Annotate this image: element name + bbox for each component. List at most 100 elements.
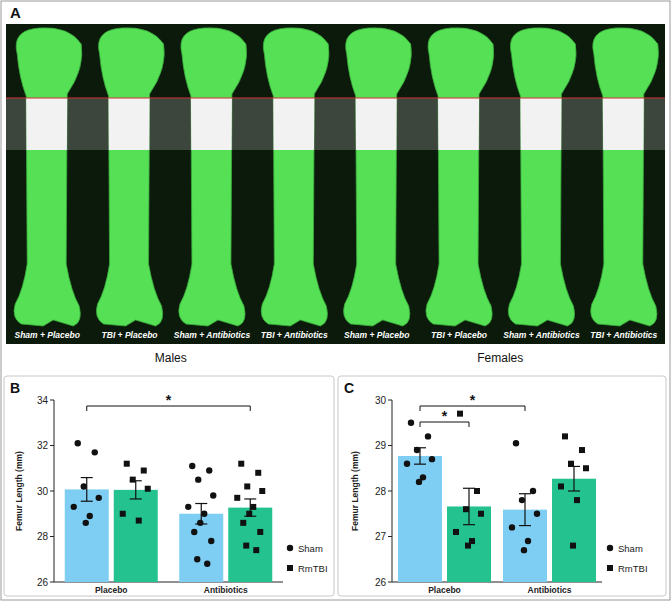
error-bar: [81, 478, 93, 502]
data-point: [255, 470, 261, 476]
femurs: [14, 28, 658, 326]
legend-label: Sham: [618, 543, 643, 554]
error-bar: [519, 494, 531, 526]
data-point: [558, 483, 564, 489]
y-tick-label: 28: [375, 486, 387, 497]
data-point: [259, 488, 265, 494]
femur: [96, 28, 164, 326]
femur: [261, 28, 329, 326]
femur: [426, 28, 494, 326]
error-bar: [244, 499, 256, 516]
femur-band: [179, 98, 247, 150]
caption: Sham + Antibiotics: [174, 330, 251, 340]
error-cap: [414, 464, 426, 465]
error-cap: [81, 501, 93, 502]
caption: TBI + Antibiotics: [261, 330, 328, 340]
bar: [398, 456, 442, 582]
y-tick: [388, 445, 392, 446]
error-cap: [195, 523, 207, 524]
data-point: [453, 529, 459, 535]
bar: [552, 479, 596, 582]
data-point: [189, 463, 195, 469]
panel-frame: [4, 376, 334, 596]
data-point: [509, 524, 515, 530]
plot-area: [65, 440, 273, 582]
y-tick-label: 34: [37, 395, 49, 406]
femur-band: [344, 98, 412, 150]
y-tick: [50, 536, 54, 537]
bar: [114, 490, 158, 582]
data-point: [194, 556, 200, 562]
data-point: [513, 440, 519, 446]
y-tick: [50, 445, 54, 446]
femur-band: [426, 98, 494, 150]
panel-frame: [338, 376, 666, 596]
femur-band: [96, 98, 164, 150]
error-cap: [81, 477, 93, 478]
error-cap: [130, 480, 142, 481]
error-line: [524, 494, 525, 526]
error-bar: [195, 504, 207, 524]
y-tick-label: 32: [37, 440, 49, 451]
data-point: [416, 479, 422, 485]
y-tick-label: 27: [375, 531, 387, 542]
y-tick-label: 26: [37, 577, 49, 588]
error-cap: [195, 503, 207, 504]
data-point: [568, 461, 574, 467]
data-point: [185, 504, 191, 510]
error-cap: [130, 498, 142, 499]
figure: A Sham + Placebo TBI + Placebo Sham + Antib…: [0, 0, 671, 601]
legend-marker: [607, 545, 613, 551]
data-point: [92, 449, 98, 455]
error-line: [135, 481, 136, 499]
data-point: [208, 538, 214, 544]
data-point: [96, 495, 102, 501]
data-point: [75, 440, 81, 446]
image-background: [6, 24, 665, 344]
femur: [14, 28, 82, 326]
caption: Sham + Placebo: [14, 330, 79, 340]
data-point: [465, 543, 471, 549]
data-point: [574, 497, 580, 503]
y-tick-label: 30: [37, 486, 49, 497]
data-point: [204, 561, 210, 567]
femur: [179, 28, 247, 326]
legend-marker: [287, 545, 293, 551]
data-point: [197, 520, 203, 526]
data-point: [521, 547, 527, 553]
data-point: [240, 520, 246, 526]
bar: [179, 514, 223, 582]
data-point: [253, 547, 259, 553]
data-point: [81, 483, 87, 489]
femur-band: [508, 98, 576, 150]
data-point: [478, 511, 484, 517]
error-cap: [463, 524, 475, 525]
error-cap: [568, 466, 580, 467]
femur: [591, 28, 659, 326]
error-line: [201, 504, 202, 524]
panel-label: A: [10, 4, 21, 21]
data-point: [120, 511, 126, 517]
band-line: [6, 98, 665, 99]
data-point: [71, 504, 77, 510]
y-tick: [50, 582, 54, 583]
x-tick-label: Placebo: [428, 585, 461, 595]
legend-marker: [287, 565, 293, 571]
caption: TBI + Antibiotics: [590, 330, 657, 340]
data-point: [130, 477, 136, 483]
caption: TBI + Placebo: [431, 330, 487, 340]
femur-band: [261, 98, 329, 150]
y-tick: [50, 400, 54, 401]
data-point: [429, 456, 435, 462]
data-point: [463, 506, 469, 512]
data-point: [201, 511, 207, 517]
x-tick-label: Placebo: [95, 585, 128, 595]
data-point: [195, 476, 201, 482]
data-point: [244, 483, 250, 489]
significance-label: *: [442, 408, 448, 424]
y-tick: [388, 491, 392, 492]
error-bar: [463, 488, 475, 524]
data-point: [234, 495, 240, 501]
error-line: [419, 448, 420, 464]
y-tick-label: 30: [375, 395, 387, 406]
